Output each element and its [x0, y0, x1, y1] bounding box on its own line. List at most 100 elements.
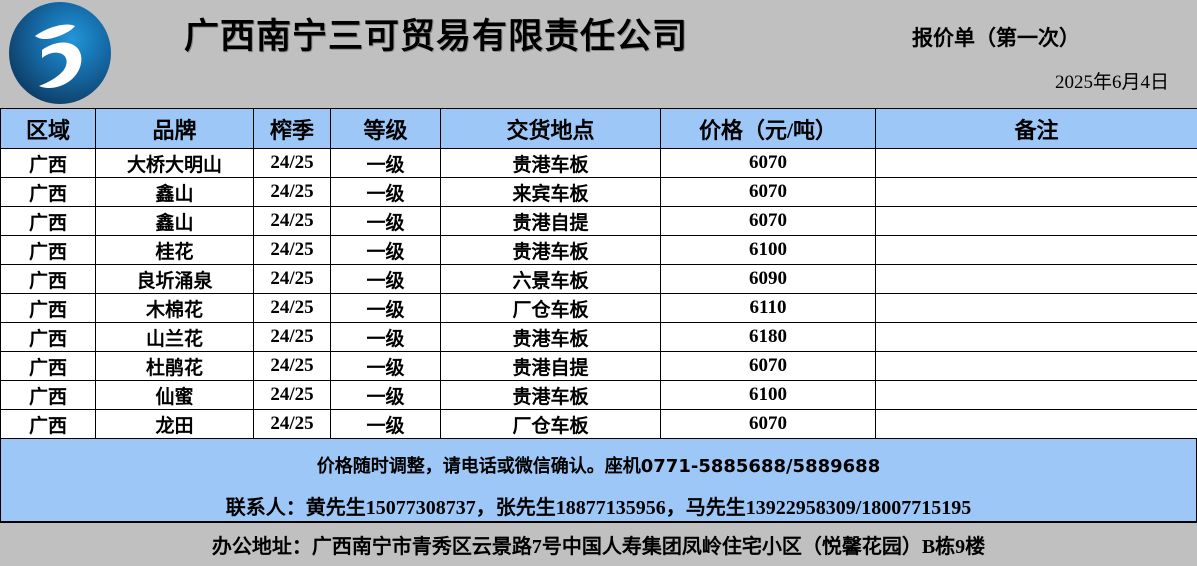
- cell-price: 6070: [661, 410, 876, 439]
- cell-region: 广西: [1, 178, 96, 207]
- table-row: 广西 大桥大明山 24/25 一级 贵港车板 6070: [1, 149, 1197, 178]
- cell-grade: 一级: [331, 149, 441, 178]
- cell-brand: 鑫山: [96, 207, 254, 236]
- cell-place: 六景车板: [441, 265, 661, 294]
- cell-grade: 一级: [331, 207, 441, 236]
- cell-place: 来宾车板: [441, 178, 661, 207]
- table-row: 广西 龙田 24/25 一级 厂仓车板 6070: [1, 410, 1197, 439]
- cell-place: 厂仓车板: [441, 410, 661, 439]
- cell-price: 6070: [661, 207, 876, 236]
- cell-brand: 鑫山: [96, 178, 254, 207]
- cell-price: 6180: [661, 323, 876, 352]
- cell-price: 6070: [661, 149, 876, 178]
- table-row: 广西 鑫山 24/25 一级 来宾车板 6070: [1, 178, 1197, 207]
- column-header-price: 价格（元/吨）: [661, 109, 876, 149]
- cell-region: 广西: [1, 323, 96, 352]
- cell-season: 24/25: [254, 323, 331, 352]
- cell-remark: [876, 294, 1197, 323]
- cell-place: 贵港车板: [441, 323, 661, 352]
- cell-brand: 龙田: [96, 410, 254, 439]
- note-price-adjust: 价格随时调整，请电话或微信确认。座机0771-5885688/5889688: [1, 452, 1196, 478]
- cell-region: 广西: [1, 381, 96, 410]
- cell-remark: [876, 381, 1197, 410]
- column-header-place: 交货地点: [441, 109, 661, 149]
- cell-season: 24/25: [254, 149, 331, 178]
- office-address: 办公地址：广西南宁市青秀区云景路7号中国人寿集团凤岭住宅小区（悦馨花园）B栋9楼: [0, 523, 1197, 566]
- footer-notes: 价格随时调整，请电话或微信确认。座机0771-5885688/5889688 联…: [0, 439, 1197, 523]
- cell-region: 广西: [1, 410, 96, 439]
- cell-grade: 一级: [331, 294, 441, 323]
- table-row: 广西 木棉花 24/25 一级 厂仓车板 6110: [1, 294, 1197, 323]
- cell-season: 24/25: [254, 294, 331, 323]
- column-header-brand: 品牌: [96, 109, 254, 149]
- cell-season: 24/25: [254, 207, 331, 236]
- cell-season: 24/25: [254, 352, 331, 381]
- table-row: 广西 良圻涌泉 24/25 一级 六景车板 6090: [1, 265, 1197, 294]
- cell-remark: [876, 149, 1197, 178]
- cell-grade: 一级: [331, 381, 441, 410]
- cell-region: 广西: [1, 294, 96, 323]
- cell-season: 24/25: [254, 265, 331, 294]
- cell-brand: 桂花: [96, 236, 254, 265]
- page-title: 广西南宁三可贸易有限责任公司: [184, 8, 884, 59]
- column-header-season: 榨季: [254, 109, 331, 149]
- table-header-row: 区域 品牌 榨季 等级 交货地点 价格（元/吨） 备注: [1, 109, 1197, 149]
- quotation-date: 2025年6月4日: [1055, 67, 1169, 94]
- cell-remark: [876, 207, 1197, 236]
- cell-grade: 一级: [331, 236, 441, 265]
- price-table: 区域 品牌 榨季 等级 交货地点 价格（元/吨） 备注 广西 大桥大明山 24/…: [0, 108, 1197, 439]
- cell-region: 广西: [1, 236, 96, 265]
- cell-place: 贵港车板: [441, 381, 661, 410]
- cell-place: 贵港车板: [441, 236, 661, 265]
- cell-remark: [876, 236, 1197, 265]
- cell-region: 广西: [1, 265, 96, 294]
- cell-price: 6070: [661, 352, 876, 381]
- column-header-remark: 备注: [876, 109, 1197, 149]
- cell-grade: 一级: [331, 323, 441, 352]
- cell-remark: [876, 265, 1197, 294]
- cell-season: 24/25: [254, 410, 331, 439]
- column-header-region: 区域: [1, 109, 96, 149]
- cell-brand: 良圻涌泉: [96, 265, 254, 294]
- cell-brand: 大桥大明山: [96, 149, 254, 178]
- cell-season: 24/25: [254, 236, 331, 265]
- cell-remark: [876, 410, 1197, 439]
- cell-region: 广西: [1, 207, 96, 236]
- cell-season: 24/25: [254, 381, 331, 410]
- cell-grade: 一级: [331, 410, 441, 439]
- table-row: 广西 仙蜜 24/25 一级 贵港车板 6100: [1, 381, 1197, 410]
- cell-brand: 山兰花: [96, 323, 254, 352]
- company-sphere-logo-icon: [9, 2, 111, 104]
- quotation-subtitle: 报价单（第一次）: [912, 22, 1080, 52]
- cell-region: 广西: [1, 352, 96, 381]
- cell-place: 贵港自提: [441, 352, 661, 381]
- column-header-grade: 等级: [331, 109, 441, 149]
- cell-price: 6090: [661, 265, 876, 294]
- cell-price: 6110: [661, 294, 876, 323]
- cell-remark: [876, 178, 1197, 207]
- cell-place: 厂仓车板: [441, 294, 661, 323]
- table-row: 广西 鑫山 24/25 一级 贵港自提 6070: [1, 207, 1197, 236]
- cell-brand: 木棉花: [96, 294, 254, 323]
- cell-grade: 一级: [331, 265, 441, 294]
- cell-grade: 一级: [331, 178, 441, 207]
- cell-region: 广西: [1, 149, 96, 178]
- document-header: 广西南宁三可贸易有限责任公司 报价单（第一次） 2025年6月4日: [0, 0, 1197, 108]
- table-row: 广西 桂花 24/25 一级 贵港车板 6100: [1, 236, 1197, 265]
- cell-grade: 一级: [331, 352, 441, 381]
- cell-season: 24/25: [254, 178, 331, 207]
- cell-price: 6100: [661, 381, 876, 410]
- table-header: 区域 品牌 榨季 等级 交货地点 价格（元/吨） 备注: [1, 109, 1197, 149]
- cell-brand: 杜鹃花: [96, 352, 254, 381]
- table-body: 广西 大桥大明山 24/25 一级 贵港车板 6070 广西 鑫山 24/25 …: [1, 149, 1197, 439]
- cell-remark: [876, 352, 1197, 381]
- table-row: 广西 山兰花 24/25 一级 贵港车板 6180: [1, 323, 1197, 352]
- cell-place: 贵港车板: [441, 149, 661, 178]
- cell-place: 贵港自提: [441, 207, 661, 236]
- table-row: 广西 杜鹃花 24/25 一级 贵港自提 6070: [1, 352, 1197, 381]
- cell-price: 6100: [661, 236, 876, 265]
- cell-remark: [876, 323, 1197, 352]
- cell-price: 6070: [661, 178, 876, 207]
- cell-brand: 仙蜜: [96, 381, 254, 410]
- note-contacts: 联系人：黄先生15077308737，张先生18877135956，马先生139…: [1, 491, 1196, 520]
